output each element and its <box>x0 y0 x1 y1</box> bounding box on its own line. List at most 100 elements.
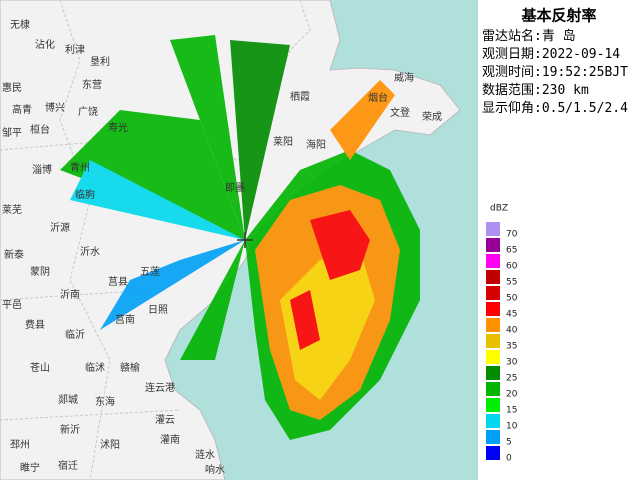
place-label: 博兴 <box>45 101 65 114</box>
place-label: 利津 <box>65 44 85 56</box>
legend-swatch <box>486 430 500 444</box>
legend-swatch <box>486 286 500 300</box>
info-line: 显示仰角:0.5/1.5/2.4 <box>482 101 628 116</box>
place-label: 宿迁 <box>58 459 78 472</box>
legend-swatch <box>486 366 500 380</box>
place-label: 邹平 <box>2 126 22 139</box>
place-label: 淄博 <box>32 163 52 176</box>
legend-label: 25 <box>506 374 517 384</box>
place-label: 桓台 <box>30 123 50 136</box>
echo <box>180 240 245 360</box>
echo <box>100 240 245 330</box>
place-label: 荣成 <box>422 111 442 123</box>
place-label: 睢宁 <box>20 461 40 474</box>
legend-swatch <box>486 350 500 364</box>
panel-title: 基本反射率 <box>520 7 596 25</box>
place-label: 日照 <box>148 304 168 316</box>
place-label: 青州 <box>70 161 90 174</box>
place-label: 蒙阴 <box>30 265 50 278</box>
legend-swatch <box>486 254 500 268</box>
place-label: 沾化 <box>35 38 55 51</box>
place-label: 东营 <box>82 78 102 91</box>
place-label: 莒县 <box>108 276 128 288</box>
place-label: 五莲 <box>140 266 160 278</box>
echo <box>70 160 245 240</box>
legend-label: 55 <box>506 278 517 288</box>
legend-swatch <box>486 414 500 428</box>
legend-label: 15 <box>506 406 517 416</box>
radar-site <box>237 232 253 248</box>
legend-swatch <box>486 398 500 412</box>
place-label: 烟台 <box>368 91 388 104</box>
legend-unit: dBZ <box>490 204 508 214</box>
place-label: 广饶 <box>78 105 98 118</box>
legend-label: 5 <box>506 438 512 448</box>
place-label: 临沭 <box>85 361 105 374</box>
legend-swatch <box>486 382 500 396</box>
echo <box>60 110 245 240</box>
place-label: 东海 <box>95 395 115 408</box>
info-line: 雷达站名:青 岛 <box>482 28 576 44</box>
legend-label: 45 <box>506 310 517 320</box>
info-line: 观测日期:2022-09-14 <box>482 47 620 62</box>
place-label: 沭阳 <box>100 439 120 451</box>
place-label: 赣榆 <box>120 361 140 374</box>
place-label: 灌云 <box>155 414 175 426</box>
place-label: 海阳 <box>306 138 326 151</box>
echo <box>280 250 375 400</box>
place-label: 莱阳 <box>273 136 293 148</box>
place-label: 垦利 <box>90 56 110 68</box>
place-label: 临朐 <box>75 188 95 201</box>
place-label: 威海 <box>394 71 414 84</box>
legend-label: 20 <box>506 390 518 400</box>
place-label: 郯城 <box>58 393 78 406</box>
place-label: 连云港 <box>145 381 175 394</box>
legend-swatch <box>486 302 500 316</box>
place-label: 灌南 <box>160 433 180 446</box>
legend-label: 30 <box>506 358 518 368</box>
legend-swatch <box>486 318 500 332</box>
legend-label: 35 <box>506 342 517 352</box>
legend-swatch <box>486 334 500 348</box>
place-label: 沂南 <box>60 288 80 301</box>
echo <box>230 40 290 240</box>
echoes <box>60 35 420 440</box>
legend-swatch <box>486 270 500 284</box>
legend-swatch <box>486 446 500 460</box>
place-label: 寿光 <box>108 121 128 134</box>
echo <box>170 35 245 240</box>
legend-label: 65 <box>506 246 517 256</box>
place-label: 平邑 <box>2 299 22 311</box>
place-label: 响水 <box>205 463 225 476</box>
legend-swatch <box>486 238 500 252</box>
info-panel <box>478 0 640 480</box>
place-label: 即墨 <box>225 182 245 194</box>
place-label: 临沂 <box>65 328 85 341</box>
place-label: 沂水 <box>80 245 100 258</box>
place-label: 惠民 <box>2 81 22 94</box>
place-label: 无棣 <box>10 18 30 31</box>
echo <box>290 210 370 350</box>
legend-label: 0 <box>506 454 512 464</box>
echo <box>330 80 395 160</box>
place-label: 费县 <box>25 318 45 331</box>
place-label: 栖霞 <box>290 90 310 103</box>
place-label: 邳州 <box>10 439 30 451</box>
legend-label: 10 <box>506 422 518 432</box>
place-label: 高青 <box>12 103 32 116</box>
place-label: 莱芜 <box>2 203 22 216</box>
place-label: 沂源 <box>50 221 70 234</box>
legend-label: 50 <box>506 294 518 304</box>
legend-label: 40 <box>506 326 518 336</box>
place-label: 莒南 <box>115 313 135 326</box>
place-label: 文登 <box>390 106 410 119</box>
place-label: 涟水 <box>195 448 215 461</box>
legend-swatch <box>486 222 500 236</box>
place-label: 新泰 <box>4 248 24 261</box>
place-label: 苍山 <box>30 361 50 374</box>
place-label: 新沂 <box>60 423 80 436</box>
info-line: 数据范围:230 km <box>482 83 589 98</box>
